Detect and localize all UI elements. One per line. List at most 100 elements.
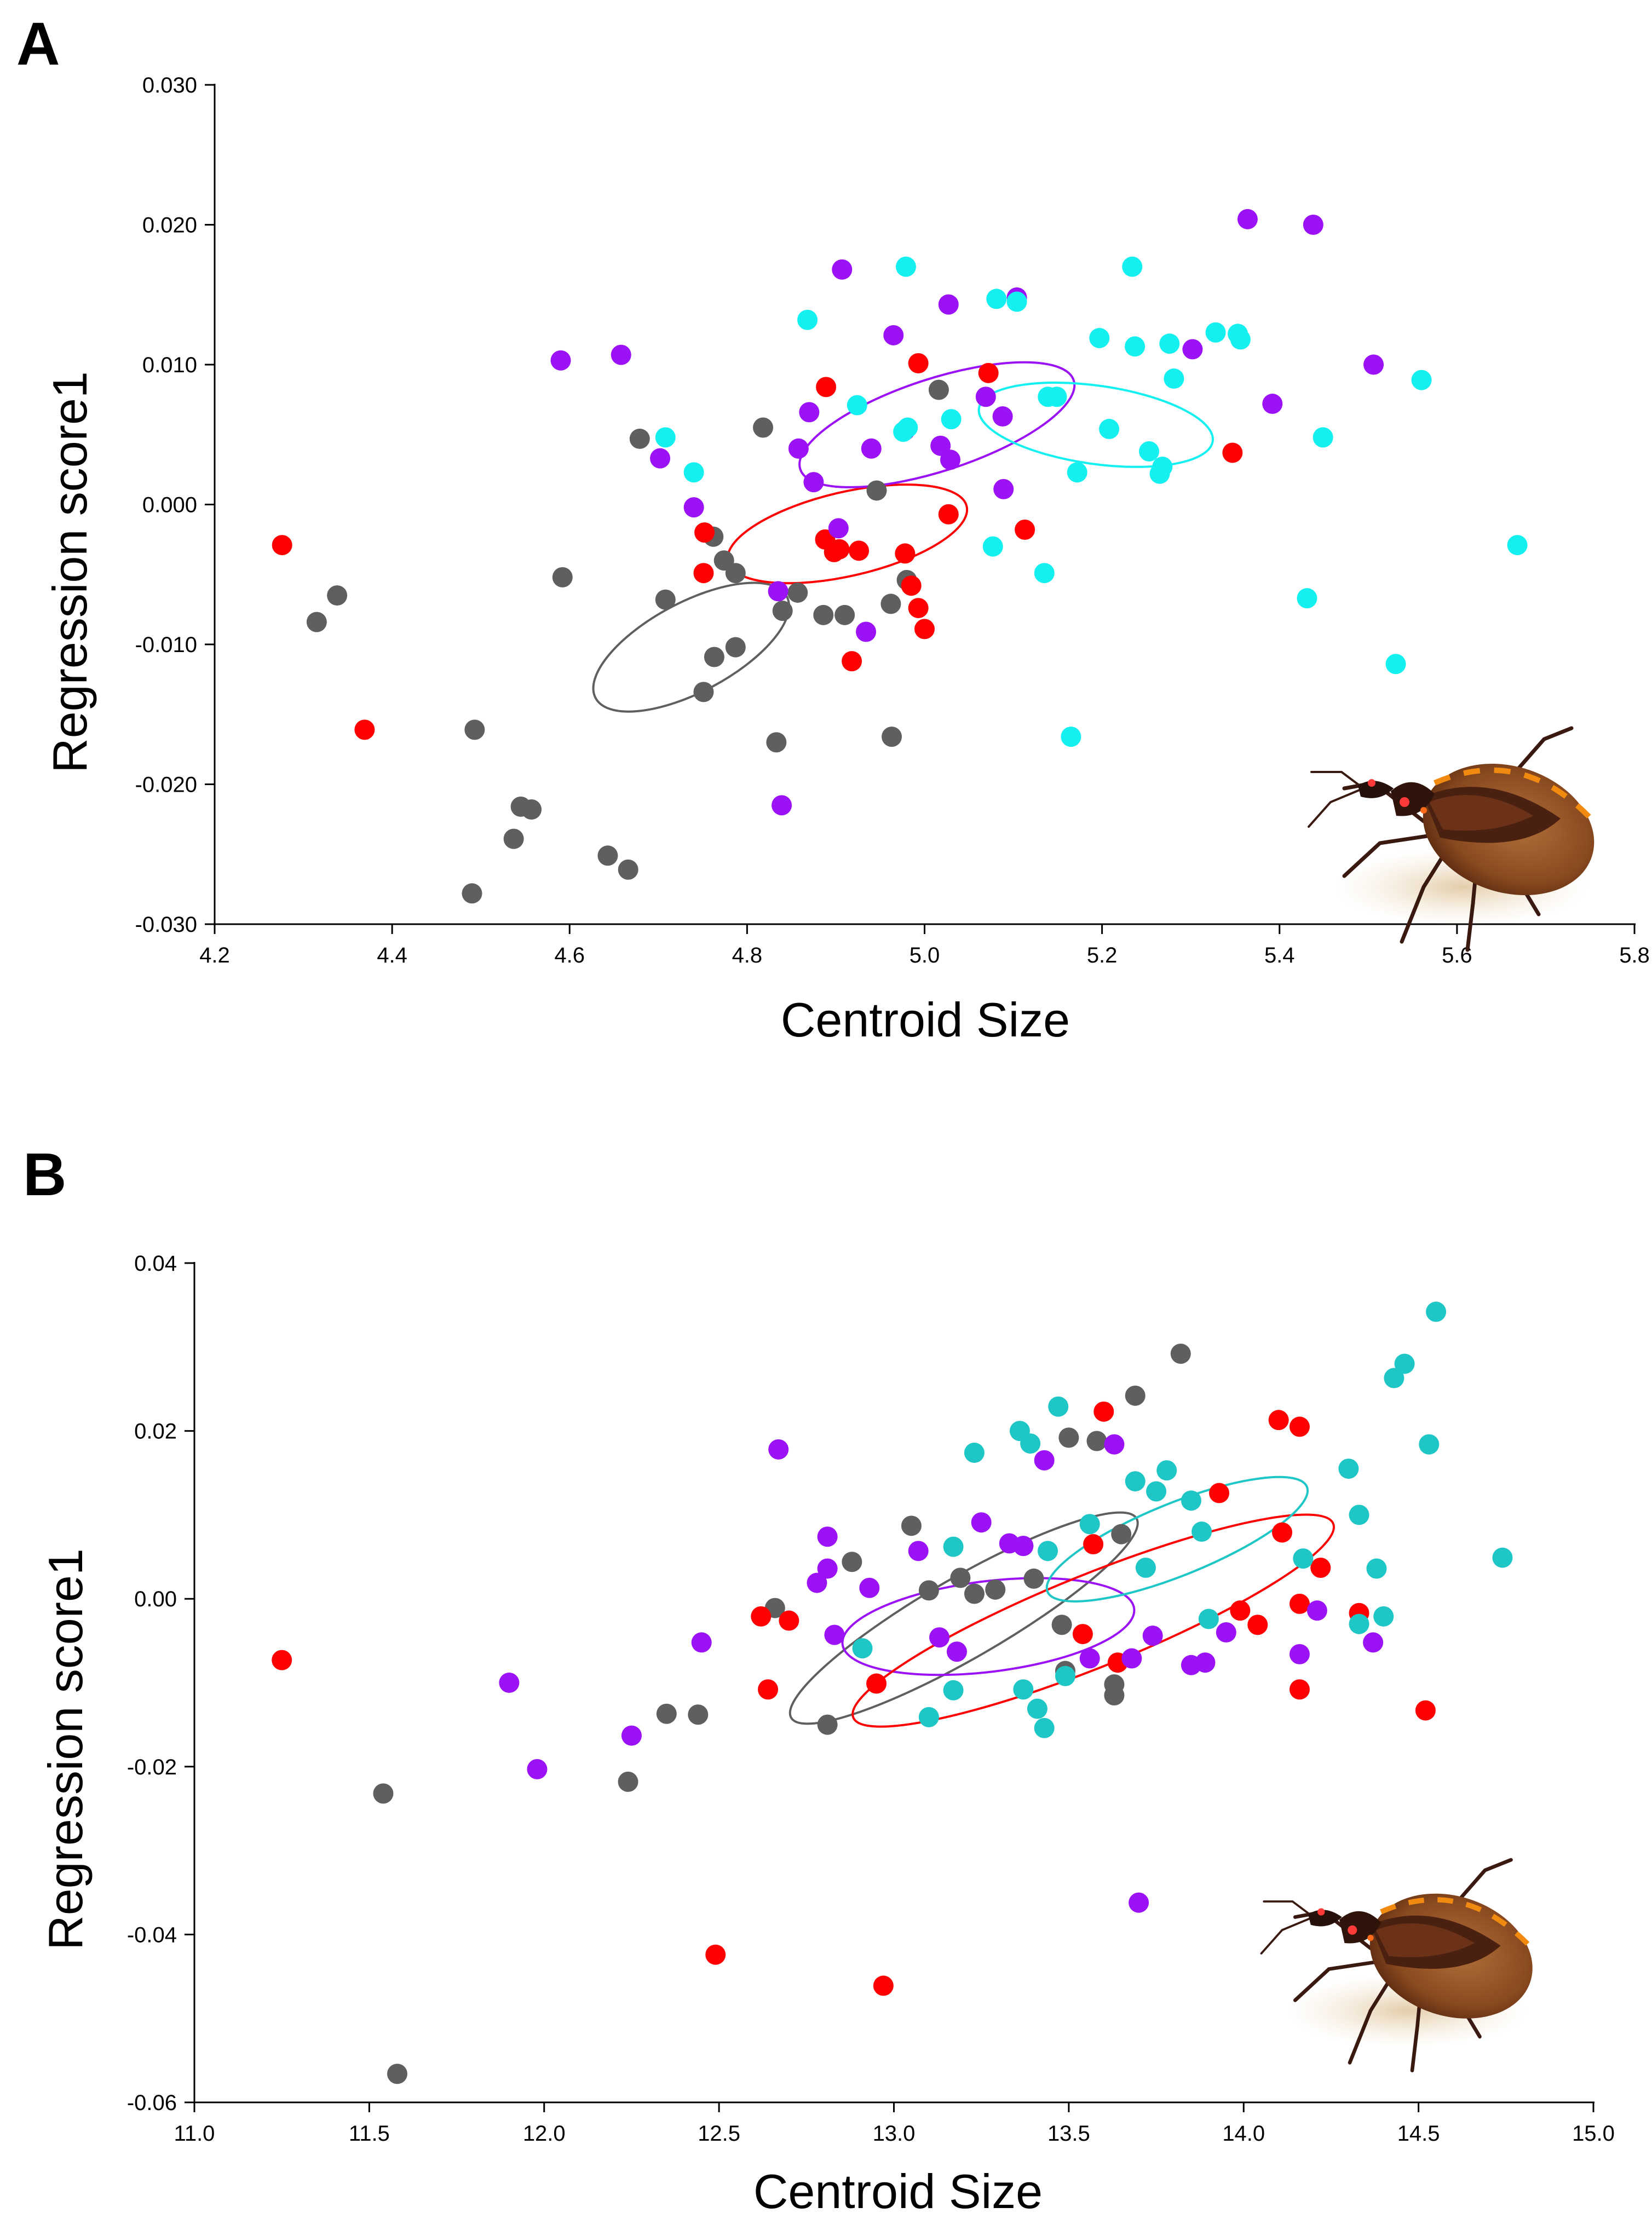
panel-b-gray-point [964,1583,985,1604]
panel-b-cyan-point [1349,1505,1369,1525]
panel-a-cyan-point [986,289,1007,309]
panel-b-purple-point [1142,1626,1163,1646]
panel-a-cyan-point [1164,368,1184,389]
panel-b-red-point [779,1610,799,1631]
panel-a-cyan-point [1411,370,1432,390]
panel-b-cyan-point [1426,1301,1447,1322]
panel-a-purple-point [975,387,996,407]
panel-b-gray-point [1125,1385,1146,1406]
panel-b-red-point [1272,1522,1293,1543]
panel-b-gray-point [1058,1427,1079,1448]
panel-b-cyan-point [852,1638,873,1659]
panel-b-cyan-point [964,1442,985,1463]
panel-b-cyan-point [1419,1434,1440,1455]
panel-b-purple-point [817,1558,838,1579]
panel-b-y-tick-label: 0.02 [134,1420,177,1444]
panel-b-cyan-point [1125,1471,1146,1492]
panel-a-red-point [938,504,959,525]
panel-b-cyan-point [1394,1353,1415,1374]
panel-a-gray-point [655,589,676,610]
panel-b-gray-point [1111,1524,1132,1544]
panel-b-purple-confidence-ellipse [841,1577,1136,1676]
panel-a-purple-point [1182,339,1203,360]
panel-b-cyan-point [1373,1606,1394,1627]
panel-b-red-point [1268,1410,1289,1431]
panel-a-purple-point [799,402,820,423]
panel-a-cyan-point [1205,322,1226,343]
panel-b-y-tick-label: 0.00 [134,1587,177,1611]
panel-b-cyan-point [1191,1521,1212,1542]
panel-b-purple-point [908,1541,929,1561]
panel-a-purple-point [940,449,960,470]
panel-b-purple-point [929,1627,950,1648]
panel-a-cyan-point [897,417,918,438]
panel-b-gray-point [1086,1431,1107,1451]
panel-a-red-point [354,719,375,740]
panel-b-gray-point [688,1704,709,1725]
panel-a-y-axis-title: Regression score1 [43,371,97,773]
panel-b-label: B [23,1141,66,1208]
panel-a-purple-point [611,344,631,365]
panel-b-x-tick-label: 11.0 [174,2122,215,2146]
panel-a-gray-point [725,563,746,584]
panel-a-cyan-point [1099,419,1120,440]
panel-a-gray-point [521,799,542,820]
panel-b-purple-point [859,1577,880,1598]
panel-b-purple-point [946,1641,967,1662]
panel-b-y-tick-label: -0.02 [127,1755,177,1779]
panel-a-y-tick-label: 0.010 [142,353,197,377]
panel-a-purple-point [1237,209,1258,229]
panel-b-x-tick-label: 15.0 [1572,2122,1615,2146]
panel-a-x-tick-label: 4.6 [554,943,585,967]
panel-a-y-tick-label: 0.000 [142,493,197,517]
panel-a-gray-point [503,828,524,849]
panel-a-purple-point [992,406,1013,427]
panel-a-cyan-point [982,536,1003,557]
panel-b-purple-point [1216,1622,1236,1643]
panel-a-purple-point [832,259,853,280]
panel-b-purple-point [768,1439,789,1460]
panel-b-purple-point [527,1759,548,1779]
panel-a-label: A [16,10,60,78]
panel-a-gray-point [772,601,793,621]
panel-b-cyan-point [1366,1558,1387,1579]
panel-a-cyan-point [683,462,704,483]
panel-b-red-point [1230,1600,1251,1621]
panel-b-y-tick-label: -0.04 [127,1923,177,1947]
panel-b-cyan-point [1020,1433,1041,1454]
panel-b-red-point [866,1673,887,1694]
panel-b-x-tick-label: 12.0 [523,2122,566,2146]
panel-a-gray-point [813,604,834,625]
panel-a-red-point [908,598,929,619]
panel-a-cyan-point [1507,535,1528,556]
panel-b-x-tick-label: 13.5 [1047,2122,1090,2146]
panel-b-cyan-point [1079,1514,1100,1535]
panel-b-purple-point [1034,1450,1055,1471]
panel-a-x-tick-label: 5.8 [1619,943,1650,967]
panel-b-purple-point [1079,1648,1100,1669]
panel-b-purple-point [824,1624,845,1645]
panel-a-red-point [908,353,929,373]
panel-a-red-point [842,651,862,672]
panel-b-gray-point [985,1579,1006,1600]
panel-b-x-tick-label: 12.5 [698,2122,740,2146]
panel-a-cyan-point [655,427,676,448]
panel-a-cyan-point [1139,441,1160,462]
panel-b-gray-point [1170,1344,1191,1364]
panel-a-gray-point [629,428,650,449]
panel-b-purple-point [691,1632,712,1653]
panel-a-x-axis-title: Centroid Size [781,993,1070,1047]
panel-a-x-tick-label: 4.2 [199,943,230,967]
panel-b-cyan-point [1492,1547,1513,1568]
panel-a-cyan-point [1125,336,1146,357]
panel-b-cyan-point [943,1680,964,1701]
panel-a-cyan-point [1046,387,1067,407]
panel-b-gray-point [618,1771,638,1792]
panel-a-cyan-point [1230,329,1251,350]
panel-b-red-point [1289,1416,1310,1437]
panel-b-points [272,1301,1513,2084]
panel-b-cyan-point [1181,1490,1201,1511]
panel-a-gray-point [597,845,618,866]
panel-a-y-tick-label: 0.030 [142,73,197,97]
